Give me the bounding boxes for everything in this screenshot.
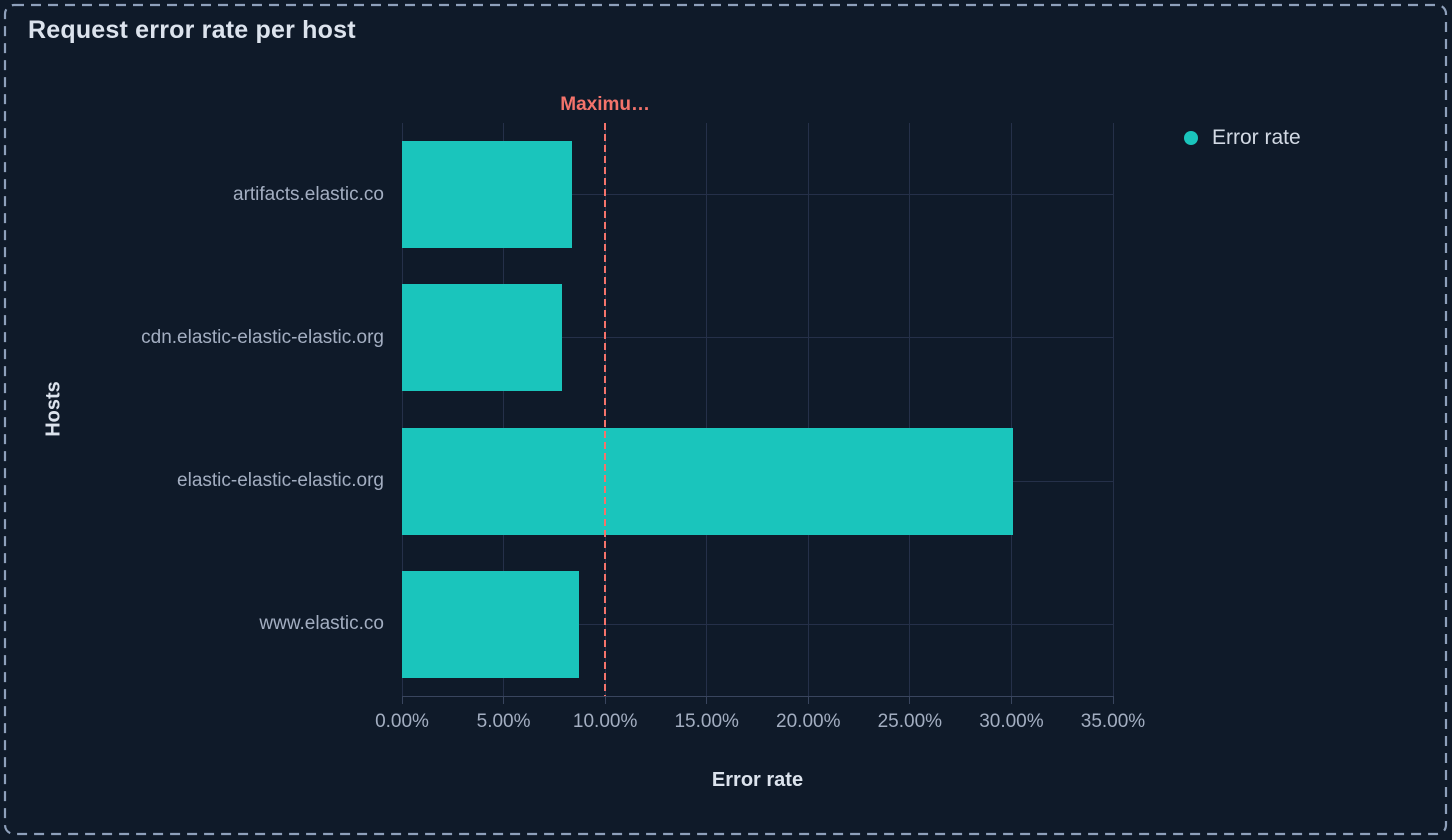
legend-item-label: Error rate [1212, 126, 1301, 149]
x-tick-mark [604, 696, 606, 704]
plot-area [401, 123, 1114, 696]
legend-item-error-rate[interactable]: Error rate [1184, 124, 1301, 151]
annotation-label: Maximu… [560, 94, 651, 115]
x-gridline [909, 123, 911, 696]
x-tick-label: 5.00% [476, 711, 531, 732]
x-tick-label: 10.00% [572, 711, 638, 732]
x-gridline [401, 123, 403, 696]
x-tick-mark [807, 696, 809, 704]
x-tick-label: 25.00% [877, 711, 943, 732]
panel-title: Request error rate per host [28, 16, 356, 44]
y-gridline [402, 337, 1113, 339]
x-tick-label: 30.00% [979, 711, 1044, 732]
x-tick-label: 15.00% [674, 711, 739, 732]
bar-cdn.elastic-elastic-elastic.org[interactable] [402, 284, 563, 392]
x-tick-mark [1010, 696, 1012, 704]
x-gridline [503, 123, 505, 696]
x-gridline [706, 123, 708, 696]
x-tick-label: 0.00% [375, 711, 429, 732]
x-tick-mark [503, 696, 505, 704]
y-axis-label: www.elastic.co [259, 613, 384, 635]
x-axis-line [402, 696, 1114, 697]
y-axis-label: cdn.elastic-elastic-elastic.org [141, 326, 384, 348]
y-axis-label: elastic-elastic-elastic.org [177, 470, 384, 492]
x-tick-mark [909, 696, 911, 704]
bar-elastic-elastic-elastic.org[interactable] [402, 427, 1014, 535]
x-gridline [807, 123, 809, 696]
x-tick-label: 35.00% [1080, 711, 1146, 732]
x-tick-label: 20.00% [776, 711, 841, 732]
legend-swatch-icon [1184, 130, 1198, 145]
x-gridline [1010, 123, 1012, 696]
legend: Error rate [1184, 124, 1301, 151]
x-axis-title: Error rate [711, 769, 804, 791]
x-tick-mark [401, 696, 403, 704]
y-axis-label: artifacts.elastic.co [233, 183, 384, 205]
x-tick-mark [1112, 696, 1114, 704]
bar-artifacts.elastic.co[interactable] [402, 141, 572, 249]
bar-www.elastic.co[interactable] [402, 570, 579, 678]
x-tick-mark [706, 696, 708, 704]
y-gridline [402, 623, 1113, 625]
y-gridline [402, 194, 1113, 196]
x-gridline [1112, 123, 1114, 696]
y-axis-title: Hosts [42, 381, 65, 437]
annotation-threshold-line [603, 123, 607, 696]
